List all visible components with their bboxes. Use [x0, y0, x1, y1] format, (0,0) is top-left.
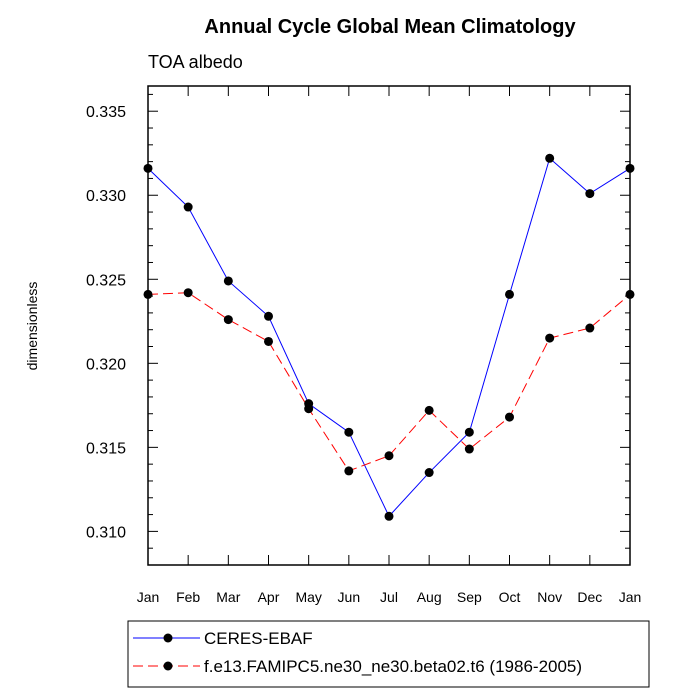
data-point-series-2: [384, 451, 394, 461]
plot-frame: [147, 85, 631, 566]
series-line-1: [147, 157, 631, 518]
x-tick-label: Sep: [457, 589, 482, 605]
x-tick-label: Jan: [619, 589, 642, 605]
x-tick-label: Nov: [537, 589, 562, 605]
data-point-series-1: [143, 163, 153, 173]
x-tick-label: Aug: [417, 589, 442, 605]
y-tick-label: 0.315: [86, 440, 126, 457]
x-tick-label: Oct: [499, 589, 521, 605]
x-tick-label: Feb: [176, 589, 200, 605]
x-tick-label: Jul: [380, 589, 398, 605]
data-point-series-2: [143, 289, 153, 299]
chart-title: Annual Cycle Global Mean Climatology: [204, 16, 576, 38]
series-lines: [147, 157, 631, 518]
data-point-series-1: [505, 289, 514, 299]
data-point-series-2: [223, 315, 233, 325]
legend-box: [127, 620, 650, 688]
x-tick-label: Jun: [338, 589, 361, 605]
x-tick-labels: Jan Feb Mar Apr May Jun Jul Aug Sep Oct Nov Dec Jan: [137, 589, 642, 605]
legend-label-2: f.e13.FAMIPC5.ne30_ne30.beta02.t6 (1986-…: [204, 657, 582, 676]
data-point-series-1: [183, 202, 193, 212]
x-tick-label: May: [295, 589, 321, 605]
y-axis-label: dimensionless: [24, 282, 40, 371]
axis-ticks: [147, 86, 631, 566]
legend-label-1: CERES-EBAF: [204, 629, 313, 648]
data-point-series-1: [344, 427, 354, 437]
data-point-series-2: [585, 323, 595, 333]
data-point-series-2: [183, 288, 193, 298]
data-point-series-2: [625, 289, 635, 299]
data-point-series-2: [464, 444, 474, 454]
x-tick-label: Apr: [258, 589, 280, 605]
y-tick-label: 0.335: [86, 104, 126, 121]
data-point-series-2: [264, 336, 273, 346]
chart-subtitle: TOA albedo: [148, 52, 243, 72]
x-tick-label: Jan: [137, 589, 160, 605]
x-tick-label: Dec: [577, 589, 602, 605]
data-point-series-2: [545, 333, 555, 343]
data-point-series-1: [424, 468, 434, 478]
data-point-series-1: [223, 276, 233, 286]
legend: CERES-EBAF f.e13.FAMIPC5.ne30_ne30.beta02…: [133, 629, 582, 676]
data-point-series-1: [545, 153, 555, 163]
series-points: [143, 153, 635, 521]
y-tick-label: 0.320: [86, 356, 126, 373]
data-point-series-1: [625, 163, 635, 173]
x-tick-label: Mar: [216, 589, 240, 605]
y-tick-label: 0.330: [86, 188, 126, 205]
series-line-2: [147, 292, 631, 472]
data-point-series-1: [264, 311, 273, 321]
data-point-series-1: [464, 427, 474, 437]
y-tick-label: 0.310: [86, 524, 126, 541]
data-point-series-1: [384, 511, 394, 521]
data-point-series-2: [344, 466, 354, 476]
y-tick-labels: 0.310 0.315 0.320 0.325 0.330 0.335: [86, 104, 126, 541]
data-point-series-2: [304, 404, 314, 414]
data-point-series-1: [585, 189, 595, 199]
data-point-series-2: [505, 412, 514, 422]
legend-marker-2: [163, 661, 173, 671]
legend-marker-1: [163, 633, 173, 643]
y-tick-label: 0.325: [86, 272, 126, 289]
data-point-series-2: [424, 405, 434, 415]
